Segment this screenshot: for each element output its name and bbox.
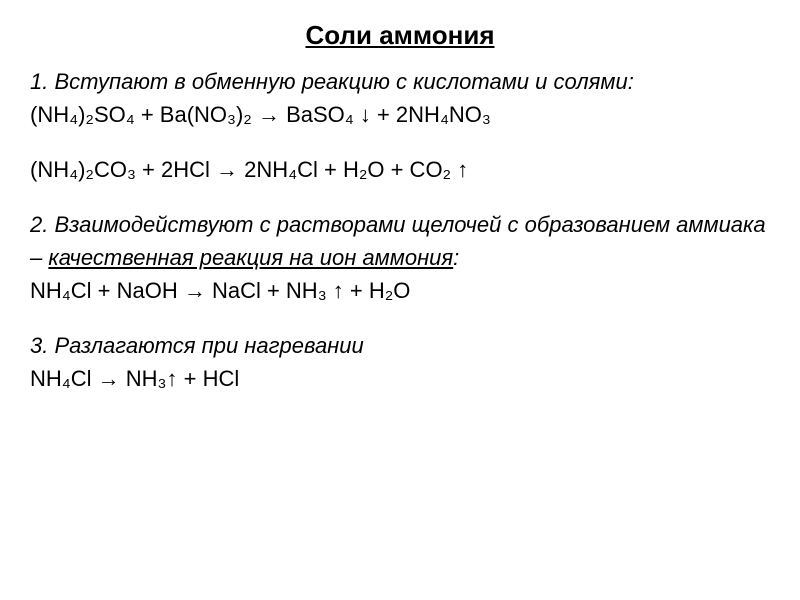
section2-intro: 2. Взаимодействуют с растворами щелочей … [30,208,770,274]
section3-intro: 3. Разлагаются при нагревании [30,329,770,362]
section1-equation2: (NH₄)₂CO₃ + 2HCl → 2NH₄Cl + H₂O + CO₂ ↑ [30,153,770,186]
section2-intro-text2: : [453,245,459,270]
content-block: 1. Вступают в обменную реакцию с кислота… [30,65,770,395]
section3-equation1: NH₄Cl → NH₃↑ + HCl [30,362,770,395]
page-title: Соли аммония [30,20,770,51]
section1-equation1: (NH₄)₂SO₄ + Ba(NO₃)₂ → BaSO₄ ↓ + 2NH₄NO₃ [30,98,770,131]
section2-equation1: NH₄Cl + NaOH → NaCl + NH₃ ↑ + H₂O [30,274,770,307]
section1-intro: 1. Вступают в обменную реакцию с кислота… [30,65,770,98]
section2-intro-underlined: качественная реакция на ион аммония [48,245,453,270]
